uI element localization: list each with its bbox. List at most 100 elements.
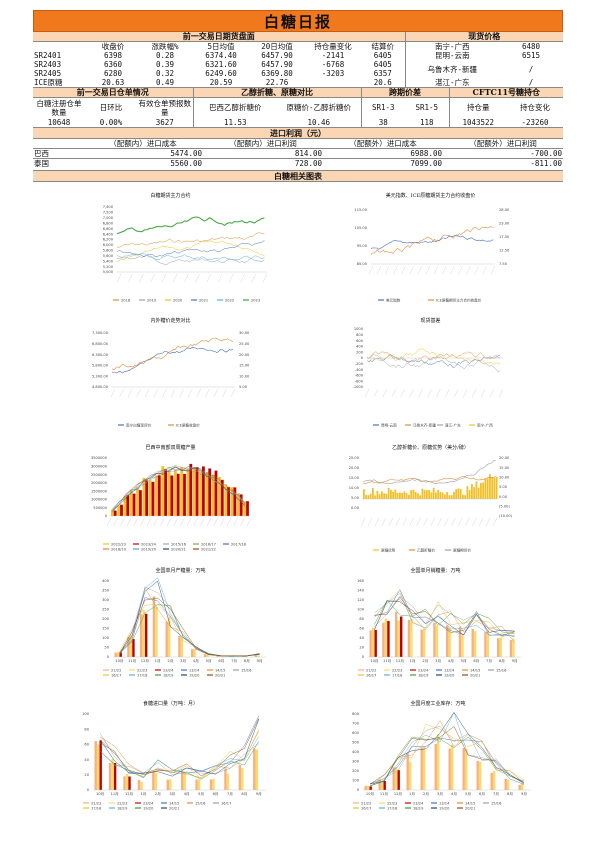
- x-tick-mark: [489, 388, 495, 397]
- futures-chg: 0.28: [155, 51, 175, 60]
- spread-h2: SR1-5: [415, 103, 439, 113]
- y-tick-label: 200: [352, 769, 360, 773]
- bar-series-a: [509, 639, 513, 657]
- bar-advantage: [437, 489, 440, 499]
- bar-series-a: [140, 613, 143, 657]
- series-line: [369, 711, 525, 784]
- x-tick-mark: [220, 517, 225, 526]
- y-tick-label: 6,200: [103, 237, 114, 241]
- x-tick-label: 2月: [155, 791, 161, 796]
- warehouse-v2: 0.00%: [99, 117, 123, 127]
- bar-advantage: [489, 473, 491, 499]
- legend-label: 2021/22: [201, 547, 216, 551]
- bar-advantage: [376, 490, 379, 499]
- bar-series-a: [434, 743, 437, 790]
- x-tick-label: 2月: [422, 658, 428, 663]
- futures-ma20: 6457.90: [261, 51, 293, 60]
- x-tick-mark: [498, 388, 504, 397]
- x-tick-mark: [240, 517, 245, 526]
- bar-advantage: [462, 494, 464, 499]
- y2-tick-label: 30.00: [239, 331, 250, 335]
- x-tick-label: 1月: [410, 658, 416, 663]
- bar-advantage: [387, 487, 390, 499]
- chart-domestic-foreign: 内外糖价走势对比 7,300.00 6,800.00 6,300.00 5,800.0…: [63, 317, 278, 432]
- x-tick-mark: [418, 388, 423, 397]
- bar-advantage: [374, 494, 377, 499]
- y-tick-label: 20: [359, 645, 364, 649]
- bar-advantage: [475, 480, 478, 499]
- y-tick-label: 40: [359, 636, 364, 640]
- legend-label: 2018: [121, 298, 131, 302]
- spot-price: /: [528, 78, 534, 87]
- y-tick-label: 5,800.00: [92, 363, 109, 367]
- legend-label: 2022/23: [111, 542, 126, 546]
- y-tick-label: 100: [102, 636, 110, 640]
- bar-series-b: [214, 470, 218, 516]
- warehouse-section-title: 前一交易日仓单情况: [33, 87, 194, 98]
- bar-series-b: [180, 636, 184, 657]
- ethanol-section-title: 乙醇折糖、原糖对比: [192, 87, 362, 98]
- col-settle: 结算价: [371, 42, 395, 51]
- x-tick-mark: [140, 517, 145, 526]
- futures-chg: 0.39: [155, 60, 175, 69]
- futures-oi: -6768: [321, 60, 345, 69]
- bar-series-a: [462, 747, 465, 790]
- spot-price: 6480: [521, 42, 541, 51]
- x-tick-mark: [233, 517, 238, 526]
- y-tick-label: -800: [355, 379, 364, 383]
- x-tick-mark: [373, 388, 379, 397]
- bar-series-b: [395, 766, 398, 790]
- x-tick-mark: [230, 388, 236, 397]
- import-c2: 7099.00: [410, 158, 442, 168]
- bar-series-b: [111, 758, 114, 790]
- bar-series-a: [209, 778, 213, 790]
- bar-series-a: [192, 466, 196, 516]
- bar-series-b: [437, 733, 440, 790]
- bar-advantage: [423, 489, 426, 499]
- legend-label: 22/23: [392, 668, 402, 672]
- bar-series-b: [193, 648, 196, 657]
- bar-series-a: [114, 652, 117, 657]
- bar-series-b: [189, 463, 193, 516]
- y-tick-label: 40: [84, 757, 89, 761]
- series-line: [362, 459, 496, 484]
- y2-tick-label: 10.00: [499, 475, 510, 479]
- bar-advantage: [495, 476, 498, 499]
- import-col: （配额内）进口利润: [229, 138, 297, 148]
- chart-svg: 3500000 3000000 2500000 2000000 1500000 10000…: [91, 456, 252, 551]
- y2-tick-label: 5.00: [239, 385, 248, 389]
- bar-series-b: [142, 609, 145, 657]
- bar-series-b: [183, 771, 186, 790]
- y-tick-label: 140: [357, 588, 365, 592]
- series-line: [112, 465, 245, 512]
- import-c2: 6988.00: [410, 148, 442, 158]
- chart-ethanol-advantage: 乙醇折糖价、原糖优势（美分/磅） 25.00 20.00 15.00 10.00 5.0…: [323, 444, 538, 562]
- series-line: [100, 715, 260, 774]
- futures-ma5: 6249.60: [205, 69, 237, 78]
- x-tick-mark: [478, 517, 484, 526]
- y2-tick-label: 15.00: [499, 465, 510, 469]
- x-tick-label: 3月: [435, 658, 441, 663]
- bar-advantage: [394, 489, 397, 499]
- x-tick-label: 11月: [128, 658, 136, 663]
- x-tick-mark: [206, 517, 212, 526]
- bar-advantage: [446, 491, 449, 499]
- legend-label: 16/17: [111, 673, 121, 677]
- x-tick-label: 9月: [257, 658, 263, 663]
- y2-tick-label: 7.50: [499, 262, 508, 266]
- futures-chg: 0.49: [155, 78, 175, 87]
- legend-label: 2023/24: [141, 542, 157, 546]
- legend-label: 13/14: [439, 801, 450, 805]
- x-tick-mark: [153, 517, 158, 526]
- y-tick-label: 7,200: [103, 210, 114, 214]
- y-tick-label: 6,300.00: [92, 352, 109, 356]
- x-tick-mark: [119, 388, 124, 397]
- bar-series-c: [400, 616, 403, 657]
- series-line: [374, 599, 515, 634]
- import-col: （配额外）进口利润: [469, 138, 537, 148]
- futures-ma20: 22.76: [265, 78, 289, 87]
- legend-label: 20/21: [215, 673, 225, 677]
- x-tick-mark: [391, 388, 396, 397]
- bar-advantage: [408, 494, 410, 499]
- y-tick-label: 3500000: [91, 456, 108, 460]
